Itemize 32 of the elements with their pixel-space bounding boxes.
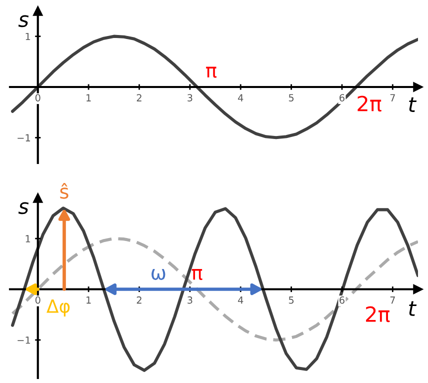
annotation: π <box>206 66 217 78</box>
y-axis-title: s <box>18 15 29 28</box>
y-tick-label: 1 <box>26 32 30 40</box>
x-tick-label: 5 <box>288 94 294 102</box>
x-tick-label: 1 <box>86 296 91 304</box>
annotation: 2π <box>366 306 390 322</box>
y-tick-label: −1 <box>18 336 30 344</box>
annotation: Δφ <box>46 300 70 316</box>
x-tick-label: 6 <box>340 296 344 304</box>
annotation: π <box>192 269 202 280</box>
x-tick-label: 3 <box>188 296 192 304</box>
x-tick-label: 4 <box>238 296 244 304</box>
x-tick-label: 3 <box>188 94 192 102</box>
x-axis-title: t <box>409 97 417 112</box>
y-tick-label: −1 <box>18 134 30 142</box>
x-tick-label: 7 <box>390 296 395 304</box>
x-tick-label: 0 <box>35 94 40 102</box>
x-tick-label: 0 <box>35 296 40 304</box>
x-tick-label: 2 <box>136 296 142 304</box>
y-tick-label: 1 <box>26 235 30 242</box>
x-tick-label: 5 <box>288 296 294 304</box>
x-tick-label: 2 <box>136 94 142 102</box>
annotation: ŝ <box>60 182 68 199</box>
x-tick-label: 6 <box>340 94 344 102</box>
annotation: ω <box>152 269 166 280</box>
x-axis-title: t <box>409 301 417 316</box>
annotation: 2π <box>358 96 382 112</box>
x-tick-label: 7 <box>390 94 395 102</box>
x-tick-label: 4 <box>238 94 244 102</box>
y-axis-title: s <box>18 202 29 214</box>
line-series <box>11 34 418 140</box>
x-tick-label: 1 <box>86 94 91 102</box>
